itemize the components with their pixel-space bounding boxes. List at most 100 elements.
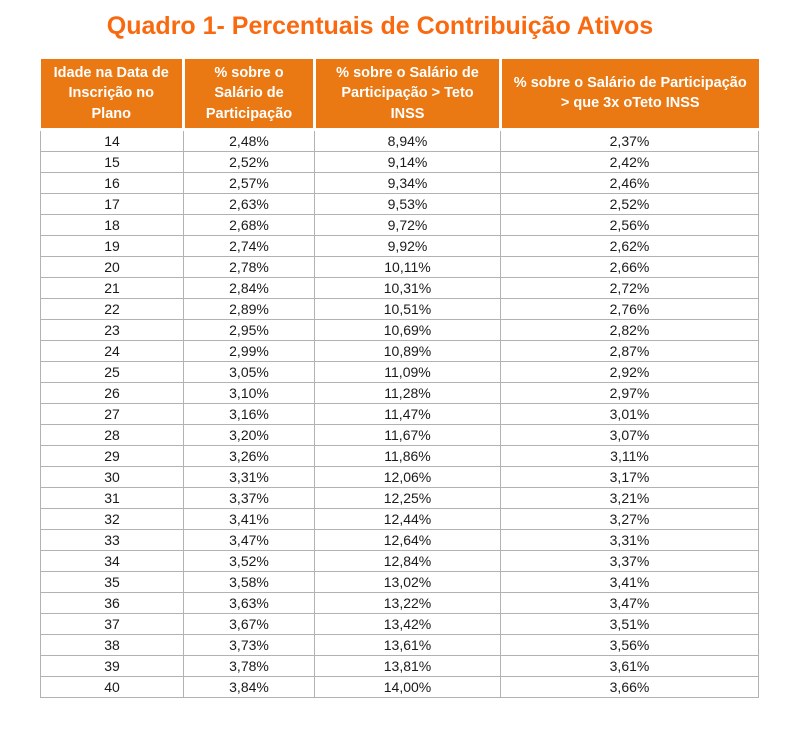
cell-percentage: 10,51%	[314, 297, 501, 320]
table-row: 23 2,95% 10,69% 2,82%	[40, 318, 759, 341]
cell-percentage: 3,56%	[500, 633, 759, 656]
cell-percentage: 3,16%	[183, 402, 315, 425]
cell-percentage: 12,06%	[314, 465, 501, 488]
cell-percentage: 10,69%	[314, 318, 501, 341]
cell-percentage: 13,22%	[314, 591, 501, 614]
cell-percentage: 2,63%	[183, 192, 315, 215]
table-row: 34 3,52% 12,84% 3,37%	[40, 549, 759, 572]
cell-percentage: 13,02%	[314, 570, 501, 593]
cell-percentage: 3,84%	[183, 675, 315, 698]
cell-percentage: 3,61%	[500, 654, 759, 677]
cell-percentage: 2,82%	[500, 318, 759, 341]
cell-age: 27	[40, 402, 184, 425]
cell-age: 28	[40, 423, 184, 446]
cell-percentage: 2,74%	[183, 234, 315, 257]
cell-age: 19	[40, 234, 184, 257]
cell-percentage: 2,57%	[183, 171, 315, 194]
cell-percentage: 2,89%	[183, 297, 315, 320]
cell-age: 29	[40, 444, 184, 467]
cell-percentage: 2,92%	[500, 360, 759, 383]
table-header-row: Idade na Data de Inscrição no Plano % so…	[40, 59, 759, 131]
table-row: 16 2,57% 9,34% 2,46%	[40, 171, 759, 194]
cell-percentage: 12,44%	[314, 507, 501, 530]
cell-age: 34	[40, 549, 184, 572]
cell-percentage: 3,10%	[183, 381, 315, 404]
cell-age: 32	[40, 507, 184, 530]
header-salario-maior-teto-inss: % sobre o Salário de Participação > Teto…	[313, 59, 501, 131]
cell-percentage: 3,73%	[183, 633, 315, 656]
cell-percentage: 10,31%	[314, 276, 501, 299]
cell-percentage: 3,47%	[183, 528, 315, 551]
cell-percentage: 8,94%	[314, 128, 501, 152]
cell-percentage: 3,51%	[500, 612, 759, 635]
header-salario-participacao: % sobre o Salário de Participação	[182, 59, 315, 131]
table-row: 40 3,84% 14,00% 3,66%	[40, 675, 759, 698]
cell-age: 15	[40, 150, 184, 173]
cell-percentage: 2,97%	[500, 381, 759, 404]
cell-percentage: 2,66%	[500, 255, 759, 278]
cell-percentage: 3,66%	[500, 675, 759, 698]
cell-percentage: 3,41%	[183, 507, 315, 530]
cell-percentage: 11,86%	[314, 444, 501, 467]
cell-percentage: 3,31%	[183, 465, 315, 488]
cell-age: 35	[40, 570, 184, 593]
table-row: 31 3,37% 12,25% 3,21%	[40, 486, 759, 509]
cell-age: 39	[40, 654, 184, 677]
cell-percentage: 2,42%	[500, 150, 759, 173]
cell-age: 23	[40, 318, 184, 341]
table-row: 21 2,84% 10,31% 2,72%	[40, 276, 759, 299]
cell-age: 20	[40, 255, 184, 278]
cell-percentage: 9,53%	[314, 192, 501, 215]
cell-percentage: 12,25%	[314, 486, 501, 509]
cell-percentage: 2,52%	[183, 150, 315, 173]
cell-percentage: 3,67%	[183, 612, 315, 635]
cell-percentage: 11,28%	[314, 381, 501, 404]
cell-percentage: 10,11%	[314, 255, 501, 278]
cell-percentage: 11,47%	[314, 402, 501, 425]
table-row: 35 3,58% 13,02% 3,41%	[40, 570, 759, 593]
cell-percentage: 2,37%	[500, 128, 759, 152]
table-row: 22 2,89% 10,51% 2,76%	[40, 297, 759, 320]
cell-percentage: 3,31%	[500, 528, 759, 551]
cell-age: 33	[40, 528, 184, 551]
cell-percentage: 3,37%	[500, 549, 759, 572]
cell-percentage: 2,52%	[500, 192, 759, 215]
table-row: 20 2,78% 10,11% 2,66%	[40, 255, 759, 278]
cell-percentage: 11,67%	[314, 423, 501, 446]
cell-percentage: 11,09%	[314, 360, 501, 383]
cell-percentage: 2,84%	[183, 276, 315, 299]
cell-percentage: 3,52%	[183, 549, 315, 572]
cell-percentage: 2,48%	[183, 128, 315, 152]
contribution-percentages-table: Idade na Data de Inscrição no Plano % so…	[40, 59, 759, 698]
cell-age: 18	[40, 213, 184, 236]
cell-age: 40	[40, 675, 184, 698]
cell-age: 24	[40, 339, 184, 362]
cell-percentage: 14,00%	[314, 675, 501, 698]
cell-percentage: 2,99%	[183, 339, 315, 362]
cell-percentage: 3,41%	[500, 570, 759, 593]
cell-percentage: 3,01%	[500, 402, 759, 425]
cell-percentage: 9,92%	[314, 234, 501, 257]
cell-age: 22	[40, 297, 184, 320]
cell-percentage: 3,58%	[183, 570, 315, 593]
table-row: 30 3,31% 12,06% 3,17%	[40, 465, 759, 488]
cell-percentage: 3,21%	[500, 486, 759, 509]
cell-percentage: 2,46%	[500, 171, 759, 194]
table-row: 18 2,68% 9,72% 2,56%	[40, 213, 759, 236]
table-row: 28 3,20% 11,67% 3,07%	[40, 423, 759, 446]
cell-age: 14	[40, 128, 184, 152]
table-row: 33 3,47% 12,64% 3,31%	[40, 528, 759, 551]
cell-percentage: 3,37%	[183, 486, 315, 509]
header-idade-inscricao: Idade na Data de Inscrição no Plano	[40, 59, 184, 131]
cell-percentage: 3,47%	[500, 591, 759, 614]
cell-percentage: 2,78%	[183, 255, 315, 278]
cell-age: 37	[40, 612, 184, 635]
cell-percentage: 3,78%	[183, 654, 315, 677]
cell-percentage: 3,07%	[500, 423, 759, 446]
cell-percentage: 3,05%	[183, 360, 315, 383]
cell-age: 16	[40, 171, 184, 194]
table-row: 15 2,52% 9,14% 2,42%	[40, 150, 759, 173]
cell-age: 21	[40, 276, 184, 299]
table-row: 17 2,63% 9,53% 2,52%	[40, 192, 759, 215]
cell-percentage: 13,61%	[314, 633, 501, 656]
